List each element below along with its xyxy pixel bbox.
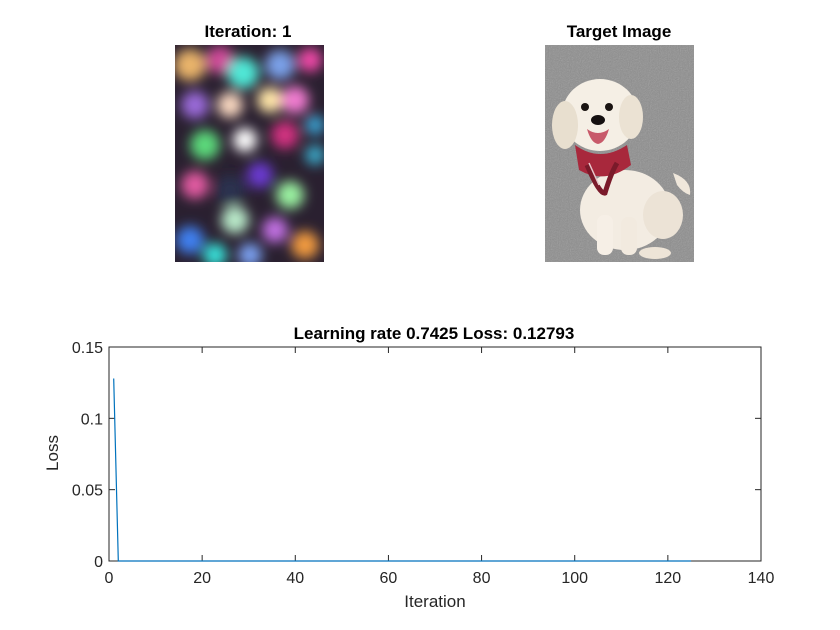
x-axis-label: Iteration [404,592,465,611]
generated-image-title: Iteration: 1 [204,22,292,41]
x-axis: 0 20 40 60 80 100 120 140 [105,347,775,587]
x-tick-label: 40 [286,570,304,587]
x-tick-label: 140 [748,570,775,587]
series-group [113,378,692,562]
loss-series-line [113,378,692,562]
y-tick-label: 0 [94,554,103,571]
generated-image [175,45,324,262]
dog-illustration [545,45,694,262]
x-tick-label: 80 [473,570,491,587]
y-axis: 0 0.05 0.1 0.15 [72,340,761,571]
x-tick-label: 0 [105,570,114,587]
y-tick-label: 0.1 [81,411,103,428]
y-tick-label: 0.05 [72,483,103,500]
x-tick-label: 120 [655,570,682,587]
x-tick-label: 60 [380,570,398,587]
target-image [545,45,694,262]
x-tick-label: 20 [193,570,211,587]
x-tick-label: 100 [561,570,588,587]
target-image-title: Target Image [566,22,672,41]
chart-title: Learning rate 0.7425 Loss: 0.12793 [294,324,575,343]
axes-box [108,346,762,562]
generated-image-svg [175,45,324,262]
y-axis-label: Loss [43,435,62,471]
y-tick-label: 0.15 [72,340,103,357]
